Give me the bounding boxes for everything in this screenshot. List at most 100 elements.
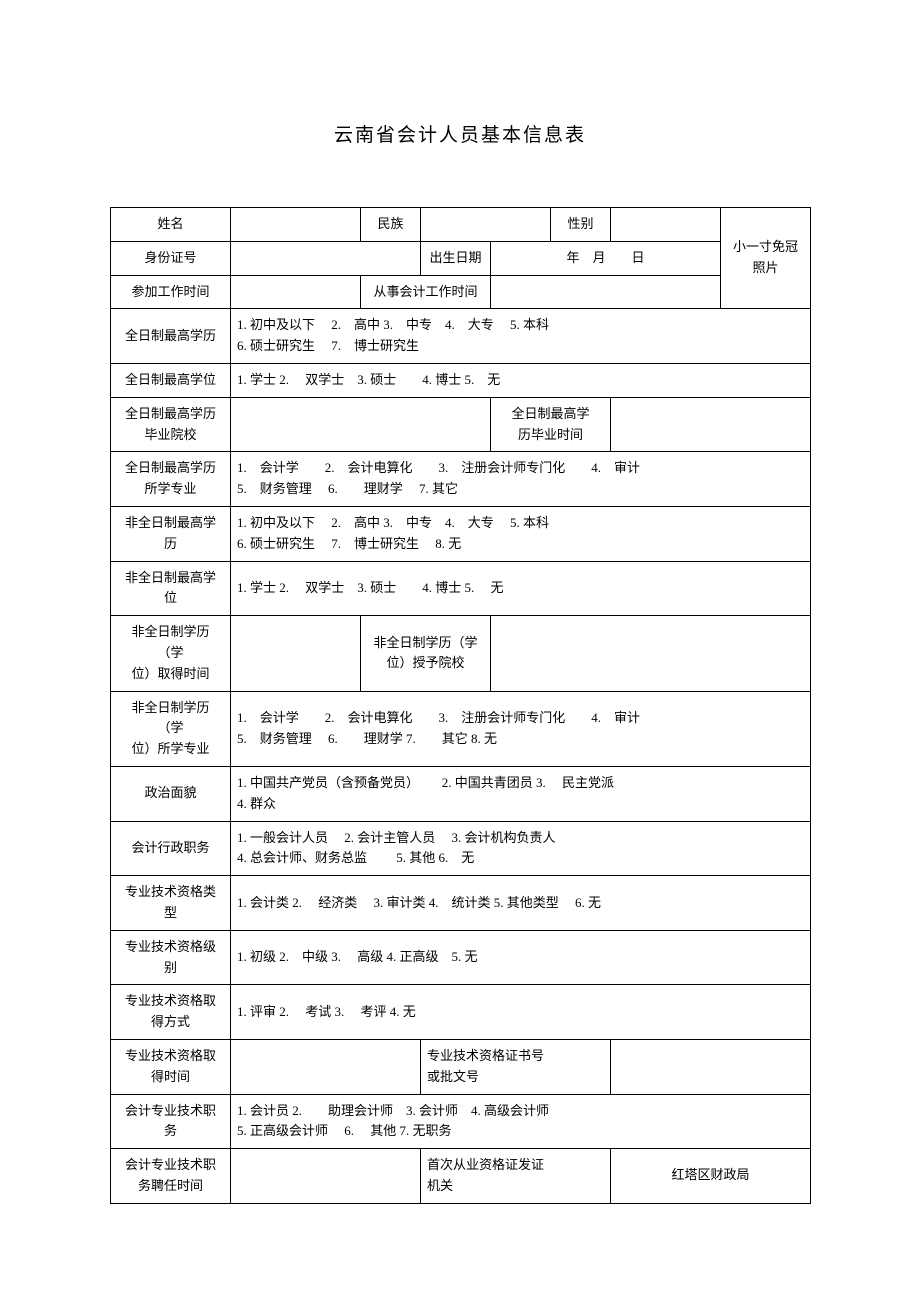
text: 会计专业技术职 bbox=[125, 1157, 216, 1172]
label-birth: 出生日期 bbox=[421, 241, 491, 275]
table-row: 政治面貌 1. 中国共产党员（含预备党员） 2. 中国共青团员 3. 民主党派 … bbox=[111, 766, 811, 821]
field-acct-appoint[interactable] bbox=[231, 1149, 421, 1204]
label-qual-time: 专业技术资格取 得时间 bbox=[111, 1039, 231, 1094]
label-qual-type: 专业技术资格类 型 bbox=[111, 876, 231, 931]
text: 务聘任时间 bbox=[138, 1178, 203, 1193]
label-pt-school: 非全日制学历（学 位）授予院校 bbox=[361, 616, 491, 691]
label-pt-time: 非全日制学历 （学 位）取得时间 bbox=[111, 616, 231, 691]
label-work-start: 参加工作时间 bbox=[111, 275, 231, 309]
label-pt-edu: 非全日制最高学 历 bbox=[111, 506, 231, 561]
table-row: 专业技术资格取 得方式 1. 评审 2. 考试 3. 考评 4. 无 bbox=[111, 985, 811, 1040]
options-pt-degree[interactable]: 1. 学士 2. 双学士 3. 硕士 4. 博士 5. 无 bbox=[231, 561, 811, 616]
field-ft-school[interactable] bbox=[231, 397, 491, 452]
label-ft-degree: 全日制最高学位 bbox=[111, 363, 231, 397]
label-ft-edu: 全日制最高学历 bbox=[111, 309, 231, 364]
table-row: 身份证号 出生日期 年 月 日 bbox=[111, 241, 811, 275]
field-pt-time[interactable] bbox=[231, 616, 361, 691]
field-pt-school[interactable] bbox=[491, 616, 811, 691]
text: 或批文号 bbox=[427, 1069, 479, 1084]
table-row: 参加工作时间 从事会计工作时间 bbox=[111, 275, 811, 309]
field-name[interactable] bbox=[231, 208, 361, 242]
text: 机关 bbox=[427, 1178, 453, 1193]
field-birth[interactable]: 年 月 日 bbox=[491, 241, 721, 275]
text: 专业技术资格取 bbox=[125, 1048, 216, 1063]
table-row: 姓名 民族 性别 小一寸免冠照片 bbox=[111, 208, 811, 242]
label-idno: 身份证号 bbox=[111, 241, 231, 275]
table-row: 全日制最高学历 所学专业 1. 会计学 2. 会计电算化 3. 注册会计师专门化… bbox=[111, 452, 811, 507]
text: 历毕业时间 bbox=[518, 427, 583, 442]
text: 别 bbox=[164, 960, 177, 975]
options-political[interactable]: 1. 中国共产党员（含预备党员） 2. 中国共青团员 3. 民主党派 4. 群众 bbox=[231, 766, 811, 821]
table-row: 专业技术资格类 型 1. 会计类 2. 经济类 3. 审计类 4. 统计类 5.… bbox=[111, 876, 811, 931]
field-issuer: 红塔区财政局 bbox=[611, 1149, 811, 1204]
options-acct-title[interactable]: 1. 会计员 2. 助理会计师 3. 会计师 4. 高级会计师 5. 正高级会计… bbox=[231, 1094, 811, 1149]
label-name: 姓名 bbox=[111, 208, 231, 242]
table-row: 专业技术资格级 别 1. 初级 2. 中级 3. 高级 4. 正高级 5. 无 bbox=[111, 930, 811, 985]
text: 非全日制学历（学 bbox=[373, 635, 477, 650]
text: 所学专业 bbox=[144, 481, 196, 496]
field-ft-grad-time[interactable] bbox=[611, 397, 811, 452]
text: 得方式 bbox=[151, 1014, 190, 1029]
text: 专业技术资格类 bbox=[125, 884, 216, 899]
text: 专业技术资格取 bbox=[125, 993, 216, 1008]
text: 非全日制最高学 bbox=[125, 570, 216, 585]
field-qual-time[interactable] bbox=[231, 1039, 421, 1094]
field-idno[interactable] bbox=[231, 241, 421, 275]
options-ft-degree[interactable]: 1. 学士 2. 双学士 3. 硕士 4. 博士 5. 无 bbox=[231, 363, 811, 397]
table-row: 全日制最高学历 毕业院校 全日制最高学 历毕业时间 bbox=[111, 397, 811, 452]
text: 全日制最高学 bbox=[511, 406, 589, 421]
table-row: 非全日制学历 （学 位）取得时间 非全日制学历（学 位）授予院校 bbox=[111, 616, 811, 691]
label-acct-title: 会计专业技术职 务 bbox=[111, 1094, 231, 1149]
table-row: 非全日制学历 （学 位）所学专业 1. 会计学 2. 会计电算化 3. 注册会计… bbox=[111, 691, 811, 766]
text: 非全日制学历 （学 bbox=[131, 700, 209, 736]
page-title: 云南省会计人员基本信息表 bbox=[110, 120, 810, 147]
text: 全日制最高学历 bbox=[125, 406, 216, 421]
options-qual-method[interactable]: 1. 评审 2. 考试 3. 考评 4. 无 bbox=[231, 985, 811, 1040]
label-acct-work-start: 从事会计工作时间 bbox=[361, 275, 491, 309]
options-pt-major[interactable]: 1. 会计学 2. 会计电算化 3. 注册会计师专门化 4. 审计 5. 财务管… bbox=[231, 691, 811, 766]
label-admin-post: 会计行政职务 bbox=[111, 821, 231, 876]
options-ft-edu[interactable]: 1. 初中及以下 2. 高中 3. 中专 4. 大专 5. 本科 6. 硕士研究… bbox=[231, 309, 811, 364]
options-qual-level[interactable]: 1. 初级 2. 中级 3. 高级 4. 正高级 5. 无 bbox=[231, 930, 811, 985]
text: 型 bbox=[164, 905, 177, 920]
label-first-cert: 首次从业资格证发证 机关 bbox=[421, 1149, 611, 1204]
table-row: 非全日制最高学 历 1. 初中及以下 2. 高中 3. 中专 4. 大专 5. … bbox=[111, 506, 811, 561]
label-pt-degree: 非全日制最高学 位 bbox=[111, 561, 231, 616]
text: 专业技术资格级 bbox=[125, 939, 216, 954]
label-acct-appoint: 会计专业技术职 务聘任时间 bbox=[111, 1149, 231, 1204]
text: 位 bbox=[164, 590, 177, 605]
text: 会计专业技术职 bbox=[125, 1103, 216, 1118]
table-row: 非全日制最高学 位 1. 学士 2. 双学士 3. 硕士 4. 博士 5. 无 bbox=[111, 561, 811, 616]
options-pt-edu[interactable]: 1. 初中及以下 2. 高中 3. 中专 4. 大专 5. 本科 6. 硕士研究… bbox=[231, 506, 811, 561]
label-ft-grad-time: 全日制最高学 历毕业时间 bbox=[491, 397, 611, 452]
table-row: 会计专业技术职 务聘任时间 首次从业资格证发证 机关 红塔区财政局 bbox=[111, 1149, 811, 1204]
text: 位）取得时间 bbox=[131, 666, 209, 681]
text: 历 bbox=[164, 536, 177, 551]
text: 务 bbox=[164, 1123, 177, 1138]
label-gender: 性别 bbox=[551, 208, 611, 242]
text: 专业技术资格证书号 bbox=[427, 1048, 544, 1063]
text: 得时间 bbox=[151, 1069, 190, 1084]
field-gender[interactable] bbox=[611, 208, 721, 242]
info-form-table: 姓名 民族 性别 小一寸免冠照片 身份证号 出生日期 年 月 日 参加工作时间 … bbox=[110, 207, 811, 1204]
photo-box[interactable]: 小一寸免冠照片 bbox=[721, 208, 811, 309]
field-qual-cert[interactable] bbox=[611, 1039, 811, 1094]
page: 云南省会计人员基本信息表 姓名 民族 性别 小一寸免冠照片 身份证号 出生日期 … bbox=[0, 0, 920, 1244]
label-qual-method: 专业技术资格取 得方式 bbox=[111, 985, 231, 1040]
field-work-start[interactable] bbox=[231, 275, 361, 309]
text: 非全日制最高学 bbox=[125, 515, 216, 530]
field-ethnic[interactable] bbox=[421, 208, 551, 242]
label-qual-level: 专业技术资格级 别 bbox=[111, 930, 231, 985]
label-ft-major: 全日制最高学历 所学专业 bbox=[111, 452, 231, 507]
text: 毕业院校 bbox=[144, 427, 196, 442]
label-qual-cert: 专业技术资格证书号 或批文号 bbox=[421, 1039, 611, 1094]
options-qual-type[interactable]: 1. 会计类 2. 经济类 3. 审计类 4. 统计类 5. 其他类型 6. 无 bbox=[231, 876, 811, 931]
options-ft-major[interactable]: 1. 会计学 2. 会计电算化 3. 注册会计师专门化 4. 审计 5. 财务管… bbox=[231, 452, 811, 507]
options-admin-post[interactable]: 1. 一般会计人员 2. 会计主管人员 3. 会计机构负责人 4. 总会计师、财… bbox=[231, 821, 811, 876]
field-acct-work-start[interactable] bbox=[491, 275, 721, 309]
text: 首次从业资格证发证 bbox=[427, 1157, 544, 1172]
label-political: 政治面貌 bbox=[111, 766, 231, 821]
text: 全日制最高学历 bbox=[125, 460, 216, 475]
label-ethnic: 民族 bbox=[361, 208, 421, 242]
text: 位）所学专业 bbox=[131, 741, 209, 756]
